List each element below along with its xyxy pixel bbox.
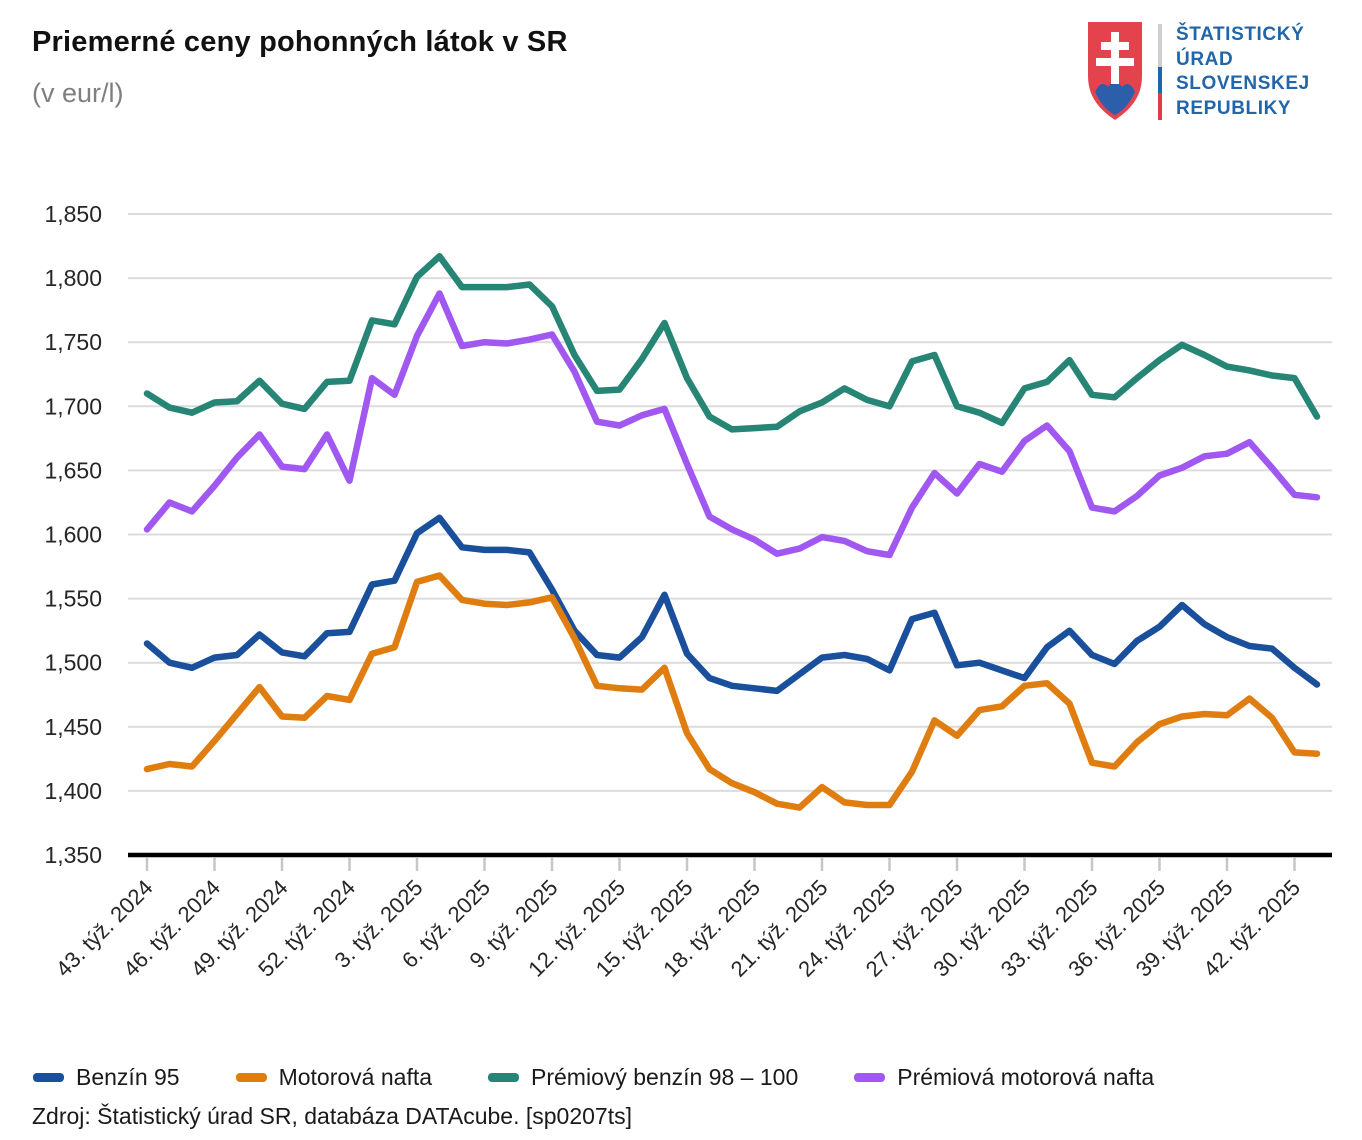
page-title: Priemerné ceny pohonných látok v SR xyxy=(32,26,568,58)
statistical-office-logo: ŠTATISTICKÝ ÚRAD SLOVENSKEJ REPUBLIKY xyxy=(1086,20,1346,124)
price-chart: 1,350 1,400 1,450 1,500 1,550 1,600 1,650 1,700… xyxy=(44,201,1332,982)
legend-label: Motorová nafta xyxy=(278,1064,433,1090)
y-axis-label: 1,800 xyxy=(44,265,102,291)
y-axis-label: 1,400 xyxy=(44,778,102,804)
legend-label: Prémiový benzín 98 – 100 xyxy=(531,1064,799,1090)
source-note: Zdroj: Štatistický úrad SR, databáza DAT… xyxy=(32,1103,632,1129)
series-line-2 xyxy=(143,572,1321,811)
series-line-4 xyxy=(143,290,1321,559)
legend-item-1: Benzín 95 xyxy=(33,1064,180,1091)
logo-org-name: ŠTATISTICKÝ ÚRAD SLOVENSKEJ REPUBLIKY xyxy=(1176,23,1310,121)
logo-divider xyxy=(1158,24,1162,120)
page-subtitle: (v eur/l) xyxy=(32,78,124,108)
y-axis-label: 1,650 xyxy=(44,457,102,483)
y-axis-label: 1,550 xyxy=(44,586,102,612)
legend-label: Benzín 95 xyxy=(76,1064,180,1090)
series-line-3 xyxy=(143,253,1321,433)
legend-label: Prémiová motorová nafta xyxy=(897,1064,1155,1090)
legend-swatch-icon xyxy=(854,1073,886,1082)
y-axis-label: 1,450 xyxy=(44,714,102,740)
y-axis-label: 1,350 xyxy=(44,842,102,868)
legend-swatch-icon xyxy=(488,1073,520,1082)
legend-swatch-icon xyxy=(235,1073,267,1082)
y-axis-label: 1,700 xyxy=(44,393,102,419)
y-axis-label: 1,850 xyxy=(44,201,102,227)
y-axis-label: 1,500 xyxy=(44,650,102,676)
y-axis-label: 1,750 xyxy=(44,329,102,355)
legend-item-3: Prémiový benzín 98 – 100 xyxy=(488,1064,798,1091)
legend-item-4: Prémiová motorová nafta xyxy=(854,1064,1154,1091)
logo-line-4: REPUBLIKY xyxy=(1176,97,1292,119)
logo-line-3: SLOVENSKEJ xyxy=(1176,73,1310,94)
logo-line-2: ÚRAD xyxy=(1176,48,1234,70)
legend-swatch-icon xyxy=(33,1073,64,1082)
legend-item-2: Motorová nafta xyxy=(235,1064,433,1091)
y-axis-label: 1,600 xyxy=(44,522,102,548)
chart-legend: Benzín 95 Motorová nafta Prémiový benzín 9… xyxy=(33,1064,1154,1091)
logo-line-1: ŠTATISTICKÝ xyxy=(1176,24,1305,45)
series-line-1 xyxy=(143,514,1321,695)
slovak-coat-of-arms-icon xyxy=(1088,22,1142,120)
